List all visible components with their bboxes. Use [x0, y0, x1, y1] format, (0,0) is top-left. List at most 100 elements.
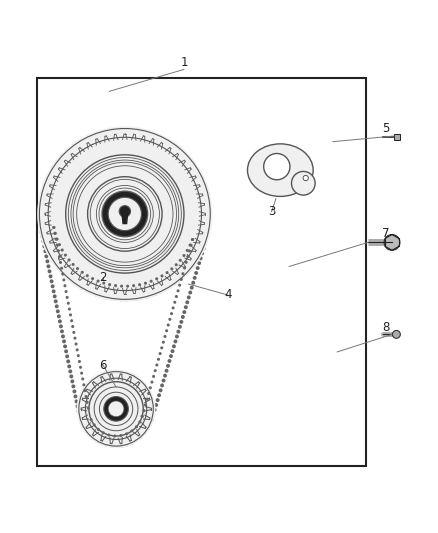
Circle shape — [175, 295, 178, 298]
Circle shape — [148, 423, 152, 426]
Circle shape — [191, 238, 194, 241]
Circle shape — [85, 395, 88, 398]
Circle shape — [115, 444, 119, 448]
Circle shape — [132, 284, 135, 287]
Circle shape — [186, 249, 189, 252]
Circle shape — [40, 235, 44, 238]
Circle shape — [168, 318, 171, 321]
Circle shape — [39, 229, 43, 233]
Circle shape — [91, 277, 94, 280]
Circle shape — [201, 246, 205, 251]
Circle shape — [197, 261, 201, 265]
Circle shape — [56, 309, 60, 313]
Circle shape — [303, 175, 308, 181]
Circle shape — [196, 255, 200, 260]
Circle shape — [139, 435, 143, 439]
Circle shape — [84, 429, 88, 432]
Text: 5: 5 — [382, 122, 389, 135]
Circle shape — [131, 430, 134, 432]
Ellipse shape — [132, 224, 144, 239]
Circle shape — [110, 444, 114, 448]
Circle shape — [58, 319, 62, 324]
Circle shape — [152, 375, 155, 378]
Circle shape — [49, 279, 53, 284]
Circle shape — [65, 354, 69, 358]
Circle shape — [64, 273, 67, 278]
Circle shape — [173, 340, 177, 343]
Circle shape — [144, 281, 147, 285]
Circle shape — [71, 379, 74, 383]
Circle shape — [159, 389, 162, 392]
Circle shape — [114, 297, 118, 301]
Circle shape — [74, 399, 78, 403]
Circle shape — [105, 443, 109, 447]
Circle shape — [86, 401, 89, 404]
Circle shape — [43, 249, 47, 253]
Circle shape — [87, 433, 91, 437]
Text: 7: 7 — [381, 227, 389, 240]
Circle shape — [175, 335, 179, 338]
Circle shape — [141, 415, 144, 418]
Circle shape — [138, 283, 141, 286]
Circle shape — [71, 280, 75, 284]
Circle shape — [154, 403, 158, 407]
Circle shape — [157, 358, 160, 361]
Circle shape — [190, 244, 193, 247]
Circle shape — [184, 305, 188, 309]
Circle shape — [141, 415, 144, 418]
Circle shape — [177, 330, 180, 334]
Circle shape — [145, 295, 148, 298]
Circle shape — [64, 284, 67, 287]
Circle shape — [93, 423, 96, 426]
Circle shape — [291, 172, 315, 195]
Circle shape — [170, 349, 174, 353]
Circle shape — [71, 325, 74, 328]
Circle shape — [71, 263, 74, 266]
Circle shape — [179, 259, 182, 262]
Circle shape — [76, 405, 80, 408]
Circle shape — [61, 272, 64, 276]
Circle shape — [46, 249, 49, 253]
Circle shape — [119, 206, 131, 217]
Ellipse shape — [106, 224, 118, 239]
Circle shape — [142, 431, 146, 435]
Circle shape — [81, 424, 85, 428]
Circle shape — [46, 264, 50, 268]
Circle shape — [83, 389, 86, 392]
Circle shape — [72, 390, 76, 393]
Circle shape — [119, 434, 122, 437]
Circle shape — [67, 259, 71, 262]
Circle shape — [194, 260, 198, 264]
Circle shape — [170, 312, 173, 315]
Circle shape — [40, 235, 44, 238]
Circle shape — [163, 374, 167, 377]
Ellipse shape — [138, 203, 154, 212]
Circle shape — [264, 154, 290, 180]
Circle shape — [142, 409, 145, 412]
Circle shape — [60, 270, 64, 274]
Circle shape — [104, 397, 128, 421]
Circle shape — [196, 266, 200, 270]
Circle shape — [113, 434, 117, 438]
Circle shape — [167, 359, 171, 363]
Circle shape — [200, 252, 204, 255]
Circle shape — [145, 398, 148, 401]
Circle shape — [147, 392, 150, 395]
Circle shape — [96, 279, 99, 282]
Circle shape — [109, 296, 113, 300]
Circle shape — [88, 177, 162, 251]
Circle shape — [154, 369, 157, 372]
Circle shape — [172, 306, 175, 310]
Circle shape — [149, 293, 153, 297]
Circle shape — [167, 324, 170, 327]
Circle shape — [64, 350, 68, 353]
Circle shape — [134, 296, 138, 301]
Circle shape — [150, 418, 154, 422]
Circle shape — [191, 281, 195, 285]
Circle shape — [203, 241, 207, 246]
Circle shape — [68, 308, 71, 311]
Circle shape — [89, 382, 143, 436]
Circle shape — [68, 369, 72, 373]
Circle shape — [58, 255, 61, 258]
Circle shape — [60, 266, 63, 270]
